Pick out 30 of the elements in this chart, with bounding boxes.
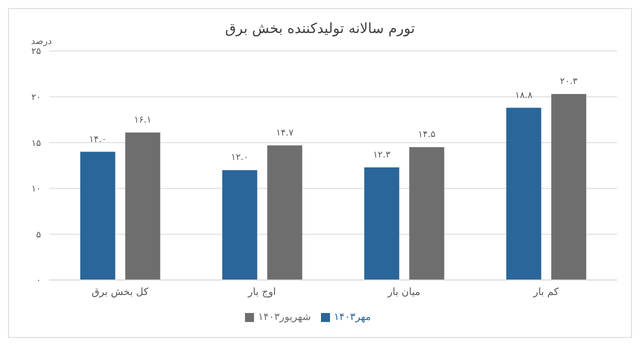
data-label: ۱۸.۸ — [515, 90, 533, 101]
bar — [267, 145, 302, 280]
data-label: ۱۲.۳ — [373, 150, 391, 160]
y-axis-title: درصد — [31, 37, 52, 47]
bar — [409, 147, 444, 280]
bar — [506, 108, 542, 280]
y-tick-label: ۰ — [36, 276, 41, 286]
data-label: ۱۲.۰ — [231, 153, 248, 164]
bar — [364, 167, 400, 280]
data-label: ۱۴.۵ — [418, 130, 436, 140]
y-tick-label: ۱۵ — [31, 138, 42, 149]
data-label: ۱۴.۷ — [276, 128, 294, 138]
bar — [125, 132, 160, 280]
data-label: ۱۶.۱ — [134, 116, 152, 126]
x-tick-label: میان بار — [386, 287, 420, 298]
bar — [80, 152, 116, 280]
data-label: ۱۴.۰ — [89, 134, 106, 145]
chart-title: تورم سالانه تولیدکننده بخش برق — [224, 21, 416, 37]
y-tick-label: ۲۰ — [31, 92, 41, 103]
y-tick-label: ۵ — [36, 230, 42, 240]
y-tick-label: ۲۵ — [31, 47, 42, 58]
y-tick-label: ۱۰ — [31, 184, 41, 195]
x-tick-label: اوج بار — [247, 287, 276, 298]
legend-label: شهریور۱۴۰۳ — [258, 312, 311, 323]
bar — [222, 170, 258, 280]
x-tick-label: کم بار — [532, 287, 559, 298]
data-label: ۲۰.۳ — [560, 77, 578, 88]
legend-label: مهر۱۴۰۳ — [334, 312, 371, 323]
bar — [551, 94, 586, 280]
x-tick-label: کل بخش برق — [92, 287, 149, 298]
